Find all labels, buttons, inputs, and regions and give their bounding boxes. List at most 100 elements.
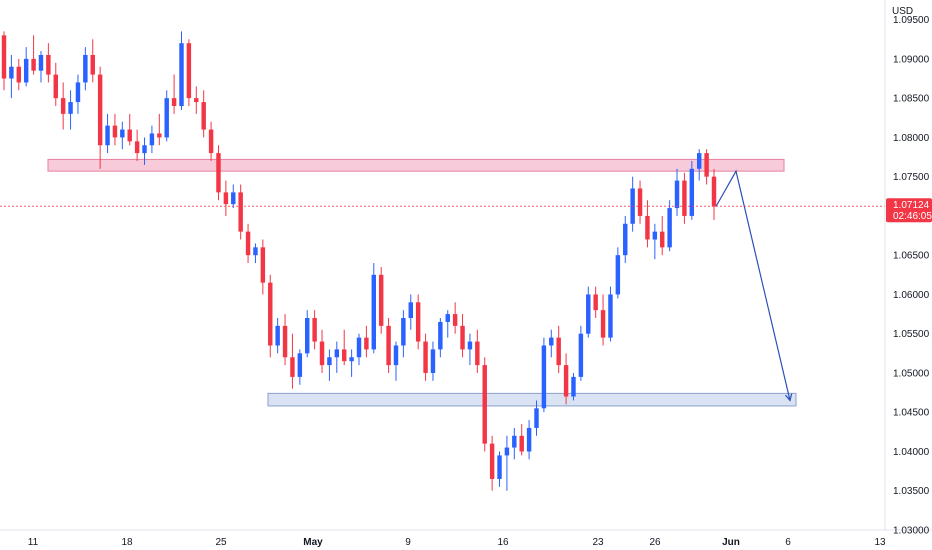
candle bbox=[364, 325, 369, 358]
x-tick-label: 13 bbox=[874, 537, 886, 548]
candle-body bbox=[349, 357, 354, 362]
x-tick-label: 18 bbox=[121, 537, 133, 548]
y-tick-label: 1.09500 bbox=[893, 15, 930, 26]
candle-body bbox=[667, 208, 672, 248]
candle-body bbox=[245, 231, 251, 256]
candle bbox=[608, 286, 613, 342]
candle bbox=[438, 318, 443, 358]
candle-body bbox=[297, 353, 303, 377]
zones-layer bbox=[47, 158, 797, 407]
candle-body bbox=[90, 54, 95, 75]
candle-body bbox=[164, 98, 169, 138]
candle bbox=[704, 149, 709, 185]
candle-body bbox=[334, 349, 340, 358]
candle-body bbox=[134, 141, 140, 154]
candle-body bbox=[534, 408, 539, 428]
x-tick-label: Jun bbox=[722, 537, 740, 548]
candle bbox=[201, 90, 206, 138]
candle-body bbox=[260, 247, 266, 283]
candle-body bbox=[53, 74, 58, 99]
candle-body bbox=[364, 337, 369, 350]
candle bbox=[460, 314, 465, 358]
candle bbox=[112, 113, 118, 146]
candle bbox=[682, 172, 687, 224]
candle-body bbox=[378, 274, 384, 326]
support-zone[interactable] bbox=[267, 392, 797, 407]
candle-body bbox=[475, 341, 480, 366]
candle-body bbox=[327, 357, 332, 366]
candle-body bbox=[489, 443, 495, 479]
candle bbox=[297, 349, 303, 385]
y-tick-label: 1.03500 bbox=[893, 486, 930, 497]
candle-body bbox=[645, 215, 650, 240]
candle-body bbox=[356, 337, 362, 358]
candle bbox=[53, 62, 58, 106]
candle bbox=[549, 329, 554, 358]
candle-body bbox=[186, 43, 192, 99]
y-tick-label: 1.06000 bbox=[893, 290, 930, 301]
candle bbox=[696, 149, 702, 181]
candle bbox=[393, 341, 399, 381]
candle-body bbox=[512, 435, 517, 448]
candle bbox=[482, 357, 487, 452]
candle-body bbox=[149, 133, 155, 146]
current-price-countdown: 02:46:05 bbox=[893, 211, 932, 222]
candle bbox=[268, 274, 273, 358]
candle-body bbox=[482, 365, 487, 444]
x-tick-label: 6 bbox=[785, 537, 791, 548]
candle-body bbox=[105, 125, 110, 146]
candle bbox=[586, 286, 591, 338]
x-tick-label: 11 bbox=[28, 537, 39, 548]
candle-body bbox=[201, 102, 206, 130]
candle-body bbox=[290, 357, 295, 377]
candle bbox=[223, 180, 229, 216]
candle bbox=[97, 66, 103, 169]
y-tick-label: 1.04500 bbox=[893, 408, 930, 419]
candle bbox=[290, 333, 295, 389]
candle-body bbox=[83, 54, 88, 83]
candle bbox=[245, 223, 251, 264]
candle-body bbox=[223, 192, 229, 205]
time-axis[interactable]: 11 18 25 May 9 16 23 26 Jun 6 13 bbox=[28, 537, 886, 548]
candle bbox=[563, 353, 569, 405]
candle bbox=[1, 31, 7, 91]
candle-body bbox=[578, 333, 584, 377]
candle-body bbox=[393, 345, 399, 366]
candle-body bbox=[519, 435, 524, 452]
candle-body bbox=[208, 129, 214, 154]
candle bbox=[371, 263, 377, 354]
candle bbox=[512, 427, 517, 460]
current-price-tag-bg bbox=[886, 198, 932, 223]
candle bbox=[149, 125, 155, 154]
resistance-zone[interactable] bbox=[47, 158, 785, 172]
candle bbox=[23, 47, 29, 87]
candle bbox=[319, 329, 325, 373]
candle bbox=[667, 200, 672, 252]
candle bbox=[208, 121, 214, 161]
candle-body bbox=[452, 314, 458, 326]
candle-body bbox=[415, 302, 421, 342]
candle-body bbox=[194, 98, 199, 103]
candle bbox=[674, 168, 680, 216]
candle-body bbox=[652, 231, 658, 240]
projection-layer bbox=[715, 169, 793, 402]
candle bbox=[142, 137, 147, 165]
candle-body bbox=[460, 325, 465, 350]
candle-body bbox=[171, 98, 177, 106]
candle-body bbox=[231, 192, 236, 205]
candle bbox=[652, 223, 658, 260]
candle bbox=[423, 333, 428, 381]
y-tick-label: 1.09000 bbox=[893, 54, 930, 65]
candle-body bbox=[97, 74, 103, 146]
candle-body bbox=[615, 255, 621, 295]
candle-body bbox=[682, 180, 687, 216]
candle-body bbox=[430, 349, 436, 373]
candle-body bbox=[142, 145, 147, 154]
candle-body bbox=[497, 455, 502, 479]
projection-path[interactable] bbox=[715, 169, 791, 401]
candle bbox=[645, 200, 650, 248]
current-price-value: 1.07124 bbox=[893, 200, 930, 211]
candle bbox=[16, 58, 22, 91]
